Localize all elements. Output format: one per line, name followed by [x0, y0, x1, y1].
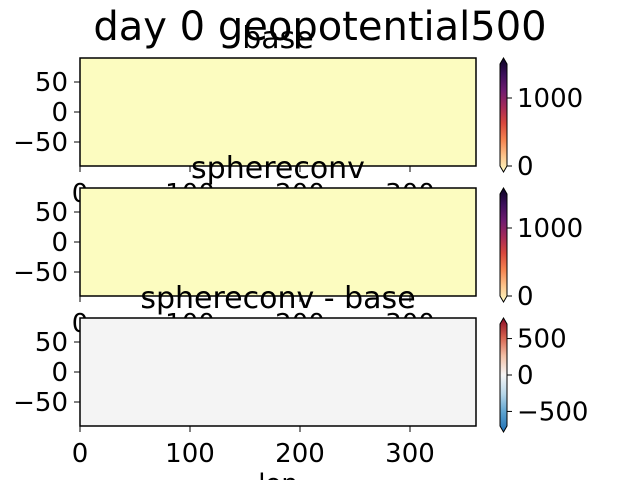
- figure-title: day 0 geopotential500: [93, 4, 546, 50]
- panel-3-colorbar: [499, 317, 508, 433]
- panel-1-title: base: [242, 21, 314, 56]
- panel-3-x-tick-label: 300: [385, 439, 435, 469]
- panel-2-y-tick-label: 0: [51, 228, 68, 258]
- panel-1-colorbar: [499, 57, 508, 173]
- panel-3-y-tick-label: 50: [35, 328, 68, 358]
- panel-3-x-tick-label: 0: [72, 439, 89, 469]
- panel-3-colorbar-tick-label: 500: [517, 325, 567, 355]
- panel-2-y-tick-label: 50: [35, 198, 68, 228]
- panels: 500−500100200300base01000500−50010020030…: [13, 21, 588, 469]
- panel-1: 500−500100200300base01000: [13, 21, 583, 209]
- panel-2-colorbar-tick-label: 1000: [517, 214, 583, 244]
- panel-1-colorbar-tick-label: 0: [517, 152, 534, 182]
- panel-3-title: sphereconv - base: [140, 281, 415, 316]
- panel-2-heatmap-field: [79, 187, 477, 297]
- x-axis-label: lon: [258, 469, 298, 480]
- panel-2-title: sphereconv: [191, 151, 365, 186]
- panel-2-colorbar: [499, 187, 508, 303]
- panel-3-colorbar-tick-label: 0: [517, 361, 534, 391]
- panel-3-y-tick-label: 0: [51, 358, 68, 388]
- panel-3-x-tick-label: 100: [165, 439, 215, 469]
- panel-3-heatmap-field: [79, 317, 477, 427]
- panel-3-y-tick-label: −50: [13, 388, 68, 418]
- panel-1-colorbar-tick-label: 1000: [517, 84, 583, 114]
- panel-2: 500−500100200300sphereconv01000: [13, 151, 583, 339]
- panel-1-y-tick-label: 0: [51, 98, 68, 128]
- panel-1-y-tick-label: 50: [35, 68, 68, 98]
- panel-2-y-tick-label: −50: [13, 258, 68, 288]
- panel-3-x-tick-label: 200: [275, 439, 325, 469]
- panel-2-colorbar-tick-label: 0: [517, 282, 534, 312]
- panel-1-heatmap-field: [79, 57, 477, 167]
- panel-3-colorbar-tick-label: −500: [517, 397, 588, 427]
- panel-1-y-tick-label: −50: [13, 128, 68, 158]
